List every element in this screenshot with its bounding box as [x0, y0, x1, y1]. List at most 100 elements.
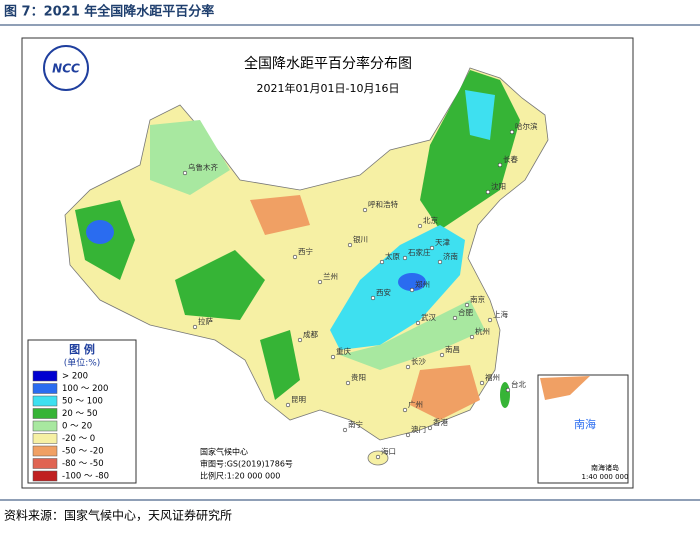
city-dot — [469, 334, 475, 340]
city-label: 武汉 — [421, 312, 436, 322]
legend-swatch — [32, 445, 58, 457]
city-dot — [375, 454, 381, 460]
city-label: 拉萨 — [198, 316, 213, 326]
city-label: 乌鲁木齐 — [188, 162, 218, 172]
figure-title: 图 7：2021 年全国降水距平百分率 — [4, 4, 214, 20]
city-label: 杭州 — [475, 326, 490, 336]
city-dot — [497, 162, 503, 168]
city-label: 沈阳 — [491, 181, 506, 191]
inset-name: 南海诸岛 — [591, 463, 619, 472]
legend-label: -100 ～ -80 — [62, 472, 109, 482]
legend-unit: (单位:%) — [64, 357, 101, 369]
city-label: 天津 — [435, 238, 450, 247]
city-dot — [317, 279, 323, 285]
city-label: 贵阳 — [351, 372, 366, 382]
city-label: 澳门 — [411, 424, 426, 434]
city-dot — [505, 387, 511, 393]
legend-swatch — [32, 370, 58, 382]
city-dot — [485, 189, 491, 195]
legend-label: -50 ～ -20 — [62, 447, 104, 457]
city-label: 哈尔滨 — [515, 121, 538, 131]
city-dot — [415, 320, 421, 326]
city-dot — [362, 207, 368, 213]
city-label: 上海 — [493, 309, 508, 319]
map-credit: 审图号:GS(2019)1786号 — [200, 459, 293, 469]
city-dot — [370, 295, 376, 301]
city-label: 昆明 — [291, 395, 306, 404]
city-dot — [192, 324, 198, 330]
legend-label: 100 ～ 200 — [62, 384, 108, 394]
city-label: 北京 — [423, 215, 438, 225]
city-label: 呼和浩特 — [368, 199, 398, 209]
city-label: 重庆 — [336, 346, 351, 356]
legend-swatch — [32, 433, 58, 444]
city-label: 南宁 — [348, 419, 363, 429]
city-dot — [330, 354, 336, 360]
city-dot — [417, 223, 423, 229]
legend-swatch — [32, 458, 58, 469]
city-label: 南昌 — [445, 344, 460, 354]
legend-label: 50 ～ 100 — [62, 397, 103, 407]
logo — [43, 45, 89, 91]
legend-swatch — [32, 470, 58, 482]
map-subtitle: 2021年01月01日-10月16日 — [257, 81, 400, 95]
city-dot — [297, 337, 303, 343]
city-dot — [405, 432, 411, 438]
city-dot — [427, 425, 433, 431]
source: 资料来源：国家气候中心，天风证券研究所 — [4, 508, 232, 523]
city-dot — [342, 427, 348, 433]
city-dot — [439, 352, 445, 358]
city-label: 济南 — [443, 251, 458, 261]
city-label: 海口 — [381, 446, 396, 456]
city-label: 成都 — [303, 329, 318, 339]
map-credit: 比例尺:1:20 000 000 — [200, 471, 280, 481]
legend-title: 图 例 — [69, 342, 95, 356]
city-dot — [409, 287, 415, 293]
city-dot — [487, 317, 493, 323]
legend-swatch — [32, 383, 58, 394]
inset-land — [540, 376, 590, 400]
city-dot — [429, 245, 435, 251]
city-label: 郑州 — [415, 279, 430, 289]
city-dot — [437, 259, 443, 265]
city-label: 兰州 — [323, 271, 338, 281]
city-label: 长春 — [503, 154, 518, 164]
city-label: 石家庄 — [408, 247, 431, 257]
inset-scale: 1:40 000 000 — [582, 473, 629, 481]
city-label: 西安 — [376, 287, 391, 297]
city-label: 太原 — [385, 251, 400, 261]
logo-text: NCC — [52, 62, 80, 76]
legend-swatch — [32, 408, 58, 419]
legend-swatch — [32, 395, 58, 407]
city-dot — [464, 302, 470, 308]
city-dot — [405, 364, 411, 370]
city-label: 银川 — [353, 235, 368, 244]
city-label: 福州 — [485, 373, 500, 382]
legend-swatch — [32, 420, 58, 432]
city-dot — [509, 129, 515, 135]
city-label: 香港 — [433, 417, 448, 427]
city-label: 台北 — [511, 379, 526, 389]
city-dot — [402, 255, 408, 261]
city-label: 合肥 — [458, 307, 473, 317]
legend-label: -80 ～ -50 — [62, 459, 104, 469]
map-credit: 国家气候中心 — [200, 447, 248, 457]
city-dot — [402, 407, 408, 413]
legend-label: 0 ～ 20 — [62, 422, 92, 432]
legend-label: > 200 — [62, 372, 88, 382]
legend-label: 20 ～ 50 — [62, 409, 98, 419]
city-dot — [292, 254, 298, 260]
city-dot — [182, 170, 188, 176]
city-dot — [479, 380, 485, 386]
inset-label: 南海 — [574, 417, 596, 431]
map-title: 全国降水距平百分率分布图 — [244, 55, 412, 72]
city-label: 广州 — [408, 399, 423, 409]
city-label: 西宁 — [298, 246, 313, 256]
city-dot — [347, 242, 353, 248]
city-dot — [345, 380, 351, 386]
china-map — [64, 67, 549, 466]
city-dot — [285, 402, 291, 408]
city-label: 长沙 — [411, 356, 426, 366]
city-dot — [379, 259, 385, 265]
